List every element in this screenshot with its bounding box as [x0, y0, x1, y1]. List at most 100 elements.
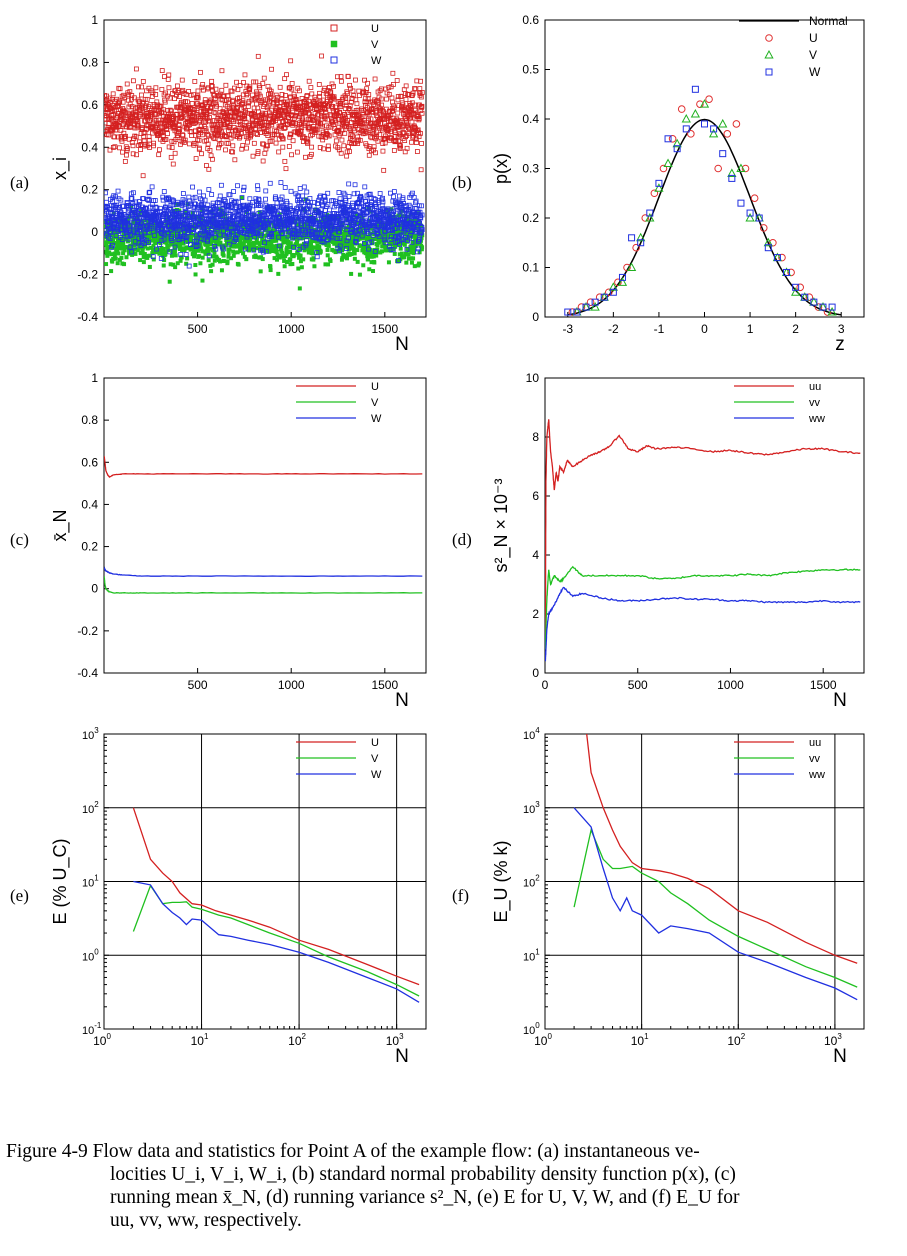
- data-point: [122, 262, 127, 267]
- data-point: [317, 90, 322, 96]
- data-point: [242, 72, 248, 78]
- data-point: [120, 243, 125, 248]
- data-point: [280, 230, 285, 235]
- data-point: [229, 149, 234, 155]
- data-point: [391, 105, 397, 111]
- data-point: [337, 196, 343, 202]
- data-point: [218, 129, 224, 135]
- data-point: [169, 238, 175, 244]
- data-point: [351, 246, 356, 251]
- data-point: [274, 257, 279, 262]
- data-point: [344, 246, 349, 251]
- data-point: [124, 255, 129, 260]
- data-point: [223, 243, 228, 248]
- data-point: [373, 99, 379, 104]
- data-point: [328, 227, 333, 232]
- data-point: [108, 230, 114, 235]
- data-point: [371, 268, 376, 273]
- data-point: [279, 230, 285, 236]
- data-point: [285, 107, 291, 113]
- data-point: [291, 253, 296, 258]
- data-point: [394, 231, 399, 236]
- data-point: [168, 154, 174, 160]
- data-point: [130, 252, 135, 257]
- data-point: [316, 82, 322, 87]
- data-point: [386, 260, 391, 265]
- data-point: [193, 263, 198, 268]
- data-point: [324, 237, 330, 243]
- data-point: [286, 227, 291, 232]
- data-point: [258, 233, 264, 239]
- data-point: [419, 212, 425, 218]
- data-point: [226, 192, 232, 198]
- data-point: [212, 258, 217, 263]
- data-point: [213, 239, 218, 244]
- data-point: [229, 88, 235, 94]
- data-point: [397, 242, 403, 247]
- data-point: [157, 117, 163, 123]
- data-point: [330, 232, 335, 237]
- data-point: [206, 187, 212, 192]
- data-point: [154, 234, 159, 239]
- data-point: [189, 247, 194, 252]
- data-point: [297, 88, 302, 94]
- data-point: [352, 251, 357, 256]
- data-point: [133, 134, 139, 140]
- data-point: [203, 119, 209, 125]
- data-point: [352, 128, 357, 134]
- data-point: [310, 116, 316, 122]
- data-point: [136, 84, 141, 90]
- data-point: [236, 232, 241, 237]
- data-point: [117, 242, 122, 247]
- data-point: [140, 106, 146, 112]
- data-point: [130, 151, 136, 157]
- data-point: [306, 78, 312, 84]
- data-point: [195, 88, 201, 94]
- data-point: [150, 90, 156, 96]
- data-point: [145, 253, 150, 258]
- data-point: [202, 197, 208, 203]
- data-point: [383, 240, 389, 246]
- data-point: [194, 236, 199, 241]
- data-point: [249, 232, 254, 237]
- data-point: [329, 81, 335, 87]
- data-point: [380, 141, 386, 146]
- data-point: [159, 226, 164, 232]
- data-point: [192, 254, 197, 259]
- data-point: [203, 251, 208, 256]
- data-point: [170, 161, 176, 167]
- data-point: [328, 234, 334, 240]
- data-point: [197, 189, 202, 195]
- data-point: [191, 241, 196, 246]
- data-point: [121, 237, 126, 242]
- data-point: [337, 243, 343, 249]
- data-point: [129, 205, 134, 210]
- data-point: [289, 152, 294, 158]
- data-point: [189, 239, 194, 244]
- data-point: [412, 247, 417, 252]
- data-point: [369, 239, 375, 245]
- data-point: [358, 195, 364, 201]
- data-point: [284, 200, 290, 206]
- data-point: [364, 86, 370, 92]
- data-point: [195, 243, 201, 249]
- data-point: [378, 121, 384, 126]
- data-point: [367, 99, 373, 105]
- data-point: [161, 236, 167, 242]
- data-point: [314, 127, 320, 133]
- data-point: [386, 84, 392, 90]
- data-point: [135, 248, 140, 253]
- data-point: [238, 247, 243, 252]
- data-point: [267, 180, 273, 186]
- data-point: [263, 111, 269, 116]
- data-point: [231, 226, 236, 231]
- data-point: [245, 139, 250, 145]
- data-point: [208, 105, 214, 111]
- data-point: [260, 81, 266, 86]
- data-point: [208, 153, 214, 159]
- data-point: [205, 141, 211, 147]
- data-point: [357, 272, 362, 277]
- data-point: [326, 262, 331, 267]
- data-point: [121, 241, 126, 246]
- data-point: [390, 242, 395, 247]
